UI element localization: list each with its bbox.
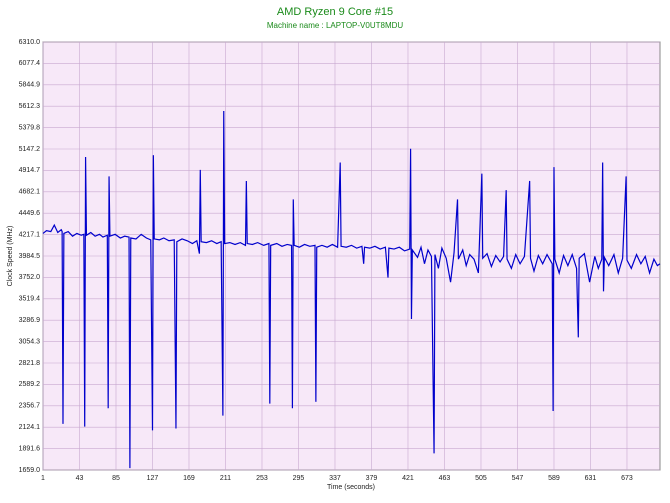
y-tick-label: 4217.1 bbox=[19, 231, 41, 238]
y-tick-label: 2589.2 bbox=[19, 381, 41, 388]
y-tick-label: 1891.6 bbox=[19, 445, 41, 452]
x-tick-label: 337 bbox=[329, 475, 341, 482]
x-tick-label: 127 bbox=[147, 475, 159, 482]
y-tick-label: 5612.3 bbox=[19, 103, 41, 110]
x-tick-label: 85 bbox=[112, 475, 120, 482]
x-tick-label: 547 bbox=[512, 475, 524, 482]
y-tick-label: 5379.8 bbox=[19, 124, 41, 131]
x-tick-label: 505 bbox=[475, 475, 487, 482]
x-tick-label: 253 bbox=[256, 475, 268, 482]
y-tick-label: 3054.3 bbox=[19, 338, 41, 345]
y-tick-label: 3519.4 bbox=[19, 296, 41, 303]
x-axis-label: Time (seconds) bbox=[327, 484, 375, 491]
y-tick-label: 1659.0 bbox=[19, 467, 41, 474]
x-tick-label: 379 bbox=[366, 475, 378, 482]
x-tick-label: 169 bbox=[183, 475, 195, 482]
y-tick-label: 4682.1 bbox=[19, 189, 41, 196]
y-tick-label: 2356.7 bbox=[19, 403, 41, 410]
y-tick-label: 6077.4 bbox=[19, 60, 41, 67]
x-tick-label: 211 bbox=[220, 475, 231, 482]
chart-subtitle: Machine name : LAPTOP-V0UT8MDU bbox=[267, 21, 404, 30]
x-tick-label: 631 bbox=[585, 475, 597, 482]
y-tick-label: 3752.0 bbox=[19, 274, 41, 281]
x-tick-label: 43 bbox=[76, 475, 84, 482]
data-line bbox=[42, 111, 661, 469]
y-tick-label: 4449.6 bbox=[19, 210, 41, 217]
x-tick-label: 673 bbox=[621, 475, 633, 482]
y-axis-label: Clock Speed (MHz) bbox=[7, 226, 14, 287]
y-tick-label: 4914.7 bbox=[19, 167, 41, 174]
x-tick-label: 589 bbox=[548, 475, 560, 482]
chart-title: AMD Ryzen 9 Core #15 bbox=[277, 6, 393, 18]
y-tick-label: 3984.5 bbox=[19, 253, 41, 260]
x-tick-label: 295 bbox=[293, 475, 305, 482]
y-tick-label: 3286.9 bbox=[19, 317, 41, 324]
y-tick-label: 5147.2 bbox=[19, 146, 41, 153]
y-tick-label: 2124.1 bbox=[19, 424, 41, 431]
x-tick-label: 463 bbox=[439, 475, 451, 482]
x-tick-label: 421 bbox=[402, 475, 414, 482]
x-tick-label: 1 bbox=[41, 475, 45, 482]
y-tick-label: 5844.9 bbox=[19, 82, 41, 89]
y-tick-label: 2821.8 bbox=[19, 360, 41, 367]
y-tick-label: 6310.0 bbox=[19, 39, 41, 46]
